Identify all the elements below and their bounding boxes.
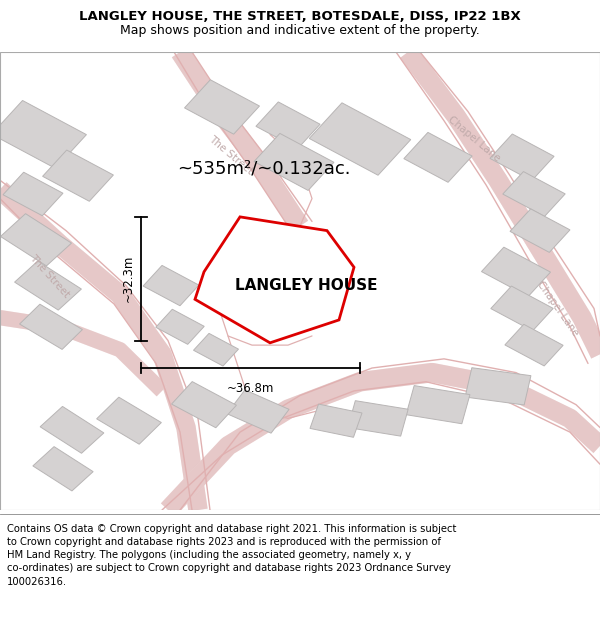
Polygon shape xyxy=(143,266,199,306)
Polygon shape xyxy=(20,304,82,349)
Polygon shape xyxy=(310,404,362,437)
Text: ~36.8m: ~36.8m xyxy=(227,382,274,395)
Text: ~535m²/~0.132ac.: ~535m²/~0.132ac. xyxy=(177,160,350,177)
Polygon shape xyxy=(309,102,411,175)
Polygon shape xyxy=(3,173,63,216)
Polygon shape xyxy=(505,324,563,366)
Polygon shape xyxy=(33,447,93,491)
Polygon shape xyxy=(404,132,472,182)
Polygon shape xyxy=(14,261,82,310)
Polygon shape xyxy=(40,406,104,453)
Text: The Street: The Street xyxy=(28,253,71,300)
Text: Chapel Lane: Chapel Lane xyxy=(535,279,581,338)
Polygon shape xyxy=(194,333,238,366)
Polygon shape xyxy=(465,368,531,405)
Polygon shape xyxy=(97,397,161,444)
Text: Chapel Lane: Chapel Lane xyxy=(446,114,502,164)
Polygon shape xyxy=(491,286,553,331)
Polygon shape xyxy=(195,217,354,343)
Polygon shape xyxy=(406,386,470,424)
Polygon shape xyxy=(156,309,204,344)
Polygon shape xyxy=(481,247,551,296)
Text: LANGLEY HOUSE, THE STREET, BOTESDALE, DISS, IP22 1BX: LANGLEY HOUSE, THE STREET, BOTESDALE, DI… xyxy=(79,11,521,23)
Text: The Street: The Street xyxy=(207,134,255,176)
Polygon shape xyxy=(172,382,236,428)
Polygon shape xyxy=(185,80,259,134)
Polygon shape xyxy=(348,401,408,436)
Polygon shape xyxy=(503,171,565,216)
Polygon shape xyxy=(43,150,113,201)
Text: LANGLEY HOUSE: LANGLEY HOUSE xyxy=(235,278,377,293)
Polygon shape xyxy=(0,101,86,168)
Polygon shape xyxy=(254,133,334,191)
Polygon shape xyxy=(510,209,570,252)
Text: ~32.3m: ~32.3m xyxy=(121,255,134,302)
Polygon shape xyxy=(1,214,71,266)
Polygon shape xyxy=(227,390,289,433)
Text: Map shows position and indicative extent of the property.: Map shows position and indicative extent… xyxy=(120,24,480,38)
Polygon shape xyxy=(256,102,320,149)
Polygon shape xyxy=(490,134,554,181)
Text: Contains OS data © Crown copyright and database right 2021. This information is : Contains OS data © Crown copyright and d… xyxy=(7,524,457,587)
